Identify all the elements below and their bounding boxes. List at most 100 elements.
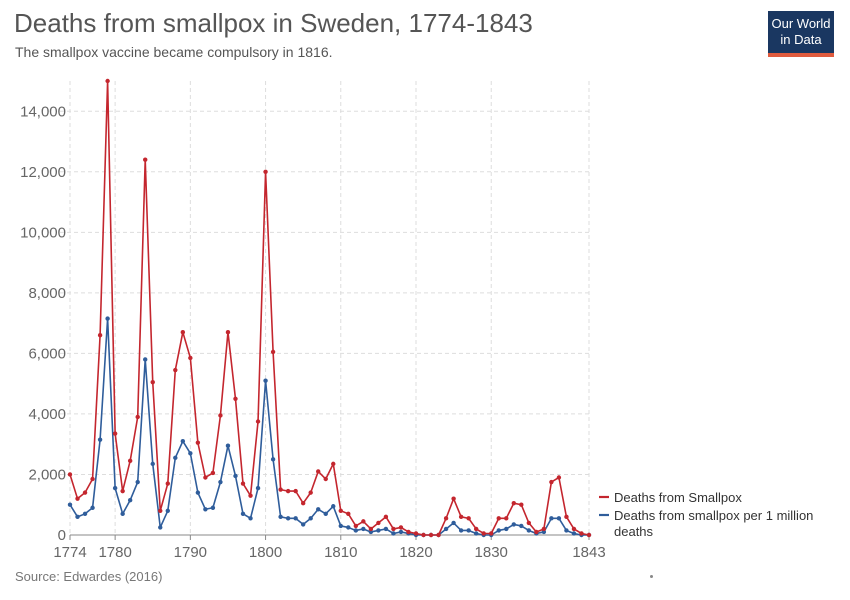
data-point[interactable] (120, 511, 125, 517)
data-point[interactable] (496, 528, 501, 533)
data-point[interactable] (135, 479, 140, 485)
data-point[interactable] (300, 501, 306, 506)
data-point[interactable] (233, 396, 238, 401)
data-point[interactable] (443, 526, 449, 532)
data-point[interactable] (383, 514, 389, 520)
data-point[interactable] (112, 431, 118, 436)
data-point[interactable] (225, 330, 231, 335)
data-point[interactable] (248, 493, 253, 498)
data-point[interactable] (383, 526, 389, 532)
data-point[interactable] (82, 490, 88, 495)
data-point[interactable] (285, 516, 291, 521)
series-line[interactable] (69, 80, 590, 536)
data-point[interactable] (376, 528, 381, 533)
data-point[interactable] (165, 508, 170, 513)
data-point[interactable] (127, 458, 133, 464)
data-point[interactable] (368, 529, 374, 535)
data-point[interactable] (451, 520, 456, 526)
data-point[interactable] (195, 490, 201, 495)
data-point[interactable] (421, 532, 426, 538)
data-point[interactable] (173, 367, 178, 373)
data-point[interactable] (143, 157, 148, 162)
data-point[interactable] (316, 469, 321, 474)
data-point[interactable] (526, 528, 532, 533)
data-point[interactable] (293, 516, 298, 521)
series-line[interactable] (69, 317, 589, 536)
data-point[interactable] (82, 511, 88, 517)
data-point[interactable] (458, 528, 464, 533)
data-point[interactable] (353, 523, 359, 529)
data-point[interactable] (564, 514, 569, 520)
data-point[interactable] (346, 511, 351, 517)
data-point[interactable] (489, 531, 494, 536)
data-point[interactable] (556, 475, 562, 480)
data-point[interactable] (263, 169, 268, 174)
data-point[interactable] (451, 496, 456, 501)
data-point[interactable] (210, 470, 216, 476)
data-point[interactable] (458, 514, 464, 520)
data-point[interactable] (150, 461, 155, 467)
data-point[interactable] (97, 333, 103, 338)
data-point[interactable] (150, 379, 155, 385)
data-point[interactable] (135, 414, 140, 420)
data-point[interactable] (120, 488, 125, 494)
data-point[interactable] (496, 516, 501, 521)
data-point[interactable] (406, 529, 411, 535)
data-point[interactable] (67, 472, 73, 477)
data-point[interactable] (436, 532, 441, 538)
data-point[interactable] (188, 355, 193, 361)
data-point[interactable] (519, 523, 524, 529)
data-point[interactable] (526, 520, 532, 526)
data-point[interactable] (466, 528, 471, 533)
data-point[interactable] (263, 378, 268, 383)
data-point[interactable] (270, 349, 276, 355)
data-point[interactable] (346, 525, 351, 530)
data-point[interactable] (285, 488, 291, 494)
data-point[interactable] (504, 516, 509, 521)
data-point[interactable] (112, 485, 118, 491)
data-point[interactable] (564, 528, 569, 533)
data-point[interactable] (165, 481, 170, 486)
data-point[interactable] (225, 443, 231, 448)
data-point[interactable] (300, 522, 306, 527)
data-point[interactable] (218, 413, 223, 418)
data-point[interactable] (316, 507, 321, 512)
data-point[interactable] (97, 437, 103, 442)
data-point[interactable] (541, 526, 547, 532)
data-point[interactable] (398, 525, 404, 530)
data-point[interactable] (278, 487, 283, 492)
data-point[interactable] (173, 455, 178, 461)
data-point[interactable] (90, 505, 95, 510)
data-point[interactable] (481, 531, 486, 536)
data-point[interactable] (338, 523, 343, 529)
data-point[interactable] (278, 514, 283, 520)
data-point[interactable] (331, 504, 336, 509)
data-point[interactable] (511, 501, 516, 506)
data-point[interactable] (158, 508, 163, 513)
data-point[interactable] (233, 473, 238, 479)
data-point[interactable] (473, 531, 479, 536)
legend-item[interactable]: Deaths from Smallpox (599, 490, 742, 505)
data-point[interactable] (556, 516, 562, 521)
data-point[interactable] (90, 476, 95, 482)
data-point[interactable] (571, 531, 577, 536)
data-point[interactable] (67, 502, 73, 507)
data-point[interactable] (210, 505, 216, 510)
data-point[interactable] (293, 488, 298, 494)
data-point[interactable] (549, 516, 554, 521)
data-point[interactable] (534, 529, 539, 535)
data-point[interactable] (105, 316, 110, 321)
data-point[interactable] (353, 528, 359, 533)
data-point[interactable] (586, 532, 592, 538)
data-point[interactable] (158, 525, 163, 530)
data-point[interactable] (188, 451, 193, 456)
data-point[interactable] (331, 461, 336, 467)
data-point[interactable] (323, 476, 328, 482)
data-point[interactable] (308, 516, 313, 521)
data-point[interactable] (549, 479, 554, 485)
data-point[interactable] (361, 526, 366, 532)
data-point[interactable] (571, 526, 577, 532)
data-point[interactable] (541, 529, 547, 535)
data-point[interactable] (180, 330, 186, 335)
data-point[interactable] (195, 440, 201, 445)
